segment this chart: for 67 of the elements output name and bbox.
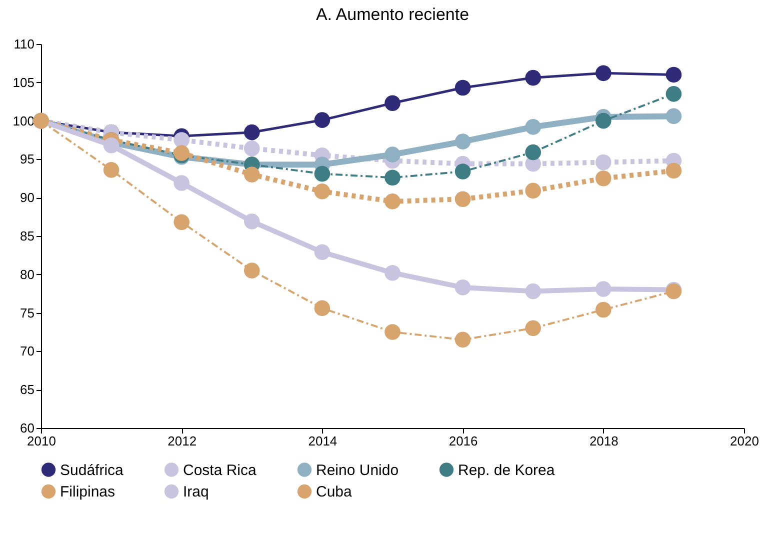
point bbox=[314, 184, 330, 200]
point bbox=[595, 302, 612, 318]
point bbox=[595, 154, 612, 170]
y-tick-label: 95 bbox=[20, 152, 34, 167]
point bbox=[174, 175, 190, 191]
y-tick-label: 90 bbox=[20, 190, 34, 206]
point bbox=[244, 124, 260, 140]
point bbox=[595, 112, 612, 129]
point bbox=[314, 112, 330, 128]
legend-label: Iraq bbox=[183, 484, 209, 500]
point bbox=[525, 320, 542, 336]
x-tick-label: 2018 bbox=[589, 434, 618, 448]
point bbox=[525, 70, 542, 86]
point bbox=[525, 283, 542, 300]
point bbox=[244, 214, 260, 230]
point bbox=[384, 194, 400, 210]
point bbox=[525, 119, 542, 135]
legend-label: Reino Unido bbox=[316, 462, 399, 479]
point bbox=[525, 182, 542, 199]
point bbox=[384, 264, 400, 281]
point bbox=[244, 140, 260, 156]
chart-title: A. Aumento reciente bbox=[316, 5, 470, 24]
point bbox=[454, 280, 471, 296]
y-tick-label: 75 bbox=[20, 305, 34, 320]
y-tick-label: 65 bbox=[20, 382, 34, 398]
legend-label: Sudáfrica bbox=[60, 462, 124, 479]
point bbox=[314, 166, 330, 182]
legend-label: Costa Rica bbox=[183, 462, 258, 479]
point bbox=[314, 300, 330, 316]
point bbox=[666, 66, 682, 83]
x-tick-label: 2012 bbox=[168, 434, 197, 448]
point bbox=[454, 80, 471, 96]
x-tick-label: 2020 bbox=[730, 434, 759, 448]
legend-label: Cuba bbox=[316, 484, 353, 500]
point bbox=[454, 332, 471, 348]
point bbox=[666, 108, 682, 124]
y-tick-label: 110 bbox=[14, 36, 34, 52]
point bbox=[314, 244, 330, 260]
y-tick-label: 85 bbox=[20, 228, 34, 244]
x-tick-label: 2010 bbox=[27, 434, 56, 448]
legend-label: Filipinas bbox=[60, 484, 116, 500]
point bbox=[174, 132, 190, 148]
point bbox=[595, 170, 612, 186]
point bbox=[384, 170, 400, 186]
point bbox=[103, 137, 120, 154]
point bbox=[595, 65, 612, 82]
x-tick-label: 2014 bbox=[308, 434, 338, 448]
y-tick-label: 60 bbox=[20, 420, 34, 436]
point bbox=[103, 162, 120, 178]
point bbox=[454, 191, 471, 208]
point bbox=[454, 164, 471, 180]
point bbox=[525, 144, 542, 160]
point bbox=[244, 166, 260, 182]
point bbox=[666, 162, 682, 179]
legend-label: Rep. de Korea bbox=[458, 462, 556, 479]
y-tick-label: 70 bbox=[20, 344, 34, 359]
y-tick-label: 80 bbox=[20, 266, 34, 282]
point bbox=[174, 214, 190, 230]
point bbox=[384, 95, 400, 112]
point bbox=[244, 262, 260, 278]
point bbox=[595, 281, 612, 297]
y-tick-label: 105 bbox=[12, 74, 34, 90]
point bbox=[384, 146, 400, 162]
point bbox=[384, 324, 400, 340]
point bbox=[454, 134, 471, 150]
x-tick-label: 2016 bbox=[448, 434, 478, 448]
point bbox=[666, 86, 682, 102]
